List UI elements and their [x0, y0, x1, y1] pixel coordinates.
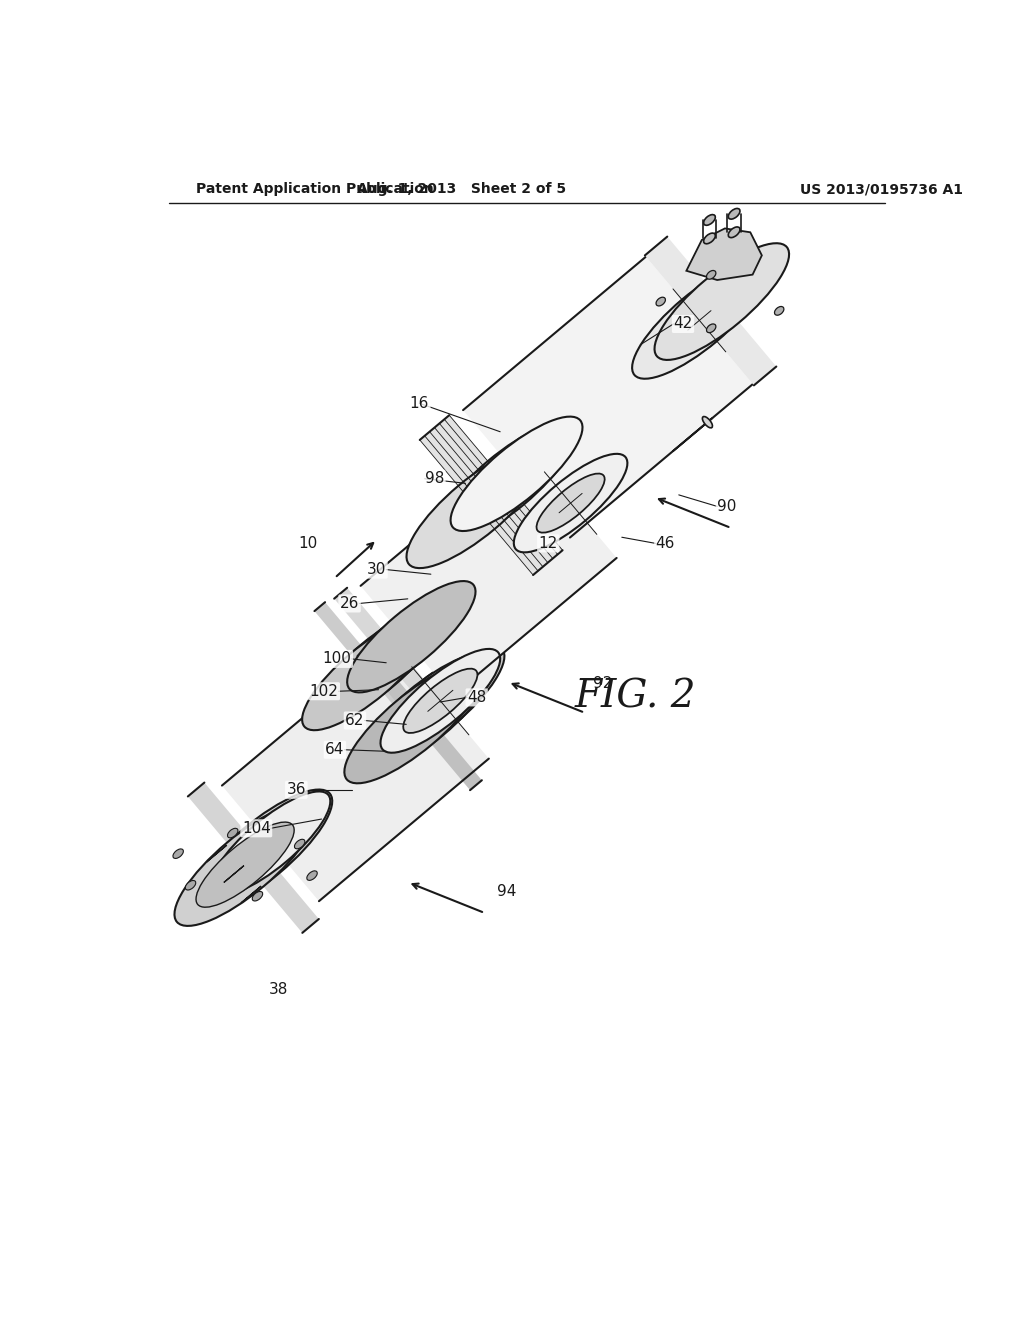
Ellipse shape: [774, 306, 784, 315]
Ellipse shape: [436, 422, 575, 544]
Ellipse shape: [728, 227, 740, 238]
Ellipse shape: [403, 669, 477, 733]
Ellipse shape: [634, 263, 765, 378]
Text: 26: 26: [340, 595, 359, 611]
Ellipse shape: [356, 653, 495, 774]
Ellipse shape: [381, 649, 500, 752]
Ellipse shape: [185, 880, 196, 890]
Text: 104: 104: [242, 821, 270, 836]
Text: Patent Application Publication: Patent Application Publication: [196, 182, 434, 197]
Ellipse shape: [335, 594, 460, 702]
Ellipse shape: [407, 447, 547, 568]
Text: 92: 92: [593, 676, 612, 692]
Ellipse shape: [707, 323, 716, 333]
Text: 42: 42: [674, 317, 692, 331]
Ellipse shape: [703, 234, 716, 244]
Ellipse shape: [654, 243, 790, 360]
Ellipse shape: [196, 822, 294, 907]
Ellipse shape: [656, 297, 666, 306]
Ellipse shape: [537, 474, 605, 533]
Polygon shape: [224, 866, 244, 883]
Text: 62: 62: [345, 713, 365, 729]
Text: 64: 64: [326, 742, 345, 758]
Ellipse shape: [252, 891, 263, 902]
Text: 94: 94: [497, 884, 516, 899]
Ellipse shape: [323, 605, 447, 713]
Text: FIG. 2: FIG. 2: [574, 678, 695, 715]
Polygon shape: [673, 417, 713, 451]
Polygon shape: [357, 645, 482, 791]
Ellipse shape: [344, 663, 483, 783]
Text: 98: 98: [425, 471, 444, 486]
Polygon shape: [187, 783, 318, 933]
Ellipse shape: [632, 263, 767, 379]
Polygon shape: [360, 449, 616, 696]
Text: 12: 12: [539, 536, 558, 550]
Text: 36: 36: [287, 783, 306, 797]
Ellipse shape: [371, 645, 505, 762]
Ellipse shape: [295, 840, 305, 849]
Text: 38: 38: [268, 982, 288, 998]
Text: US 2013/0195736 A1: US 2013/0195736 A1: [801, 182, 964, 197]
Ellipse shape: [394, 665, 480, 741]
Text: 16: 16: [410, 396, 429, 411]
Ellipse shape: [350, 591, 464, 690]
Text: 48: 48: [467, 690, 486, 705]
Ellipse shape: [348, 605, 447, 692]
Polygon shape: [222, 643, 488, 902]
Polygon shape: [463, 256, 753, 537]
Ellipse shape: [307, 871, 317, 880]
Text: Aug. 1, 2013   Sheet 2 of 5: Aug. 1, 2013 Sheet 2 of 5: [357, 182, 566, 197]
Ellipse shape: [312, 609, 442, 721]
Ellipse shape: [707, 271, 716, 280]
Polygon shape: [314, 602, 430, 737]
Ellipse shape: [211, 792, 331, 895]
Polygon shape: [686, 228, 762, 280]
Ellipse shape: [728, 209, 740, 219]
Ellipse shape: [703, 215, 716, 226]
Ellipse shape: [227, 829, 238, 838]
Ellipse shape: [702, 417, 713, 428]
Text: 30: 30: [367, 562, 386, 577]
Text: 100: 100: [323, 651, 351, 667]
Ellipse shape: [665, 290, 733, 350]
Polygon shape: [334, 587, 449, 719]
Text: 90: 90: [717, 499, 736, 513]
Text: 46: 46: [655, 536, 675, 550]
Polygon shape: [241, 886, 261, 903]
Ellipse shape: [451, 417, 583, 531]
Ellipse shape: [173, 849, 183, 858]
Ellipse shape: [302, 618, 432, 730]
Polygon shape: [645, 236, 776, 385]
Ellipse shape: [514, 454, 628, 552]
Ellipse shape: [174, 804, 315, 925]
Polygon shape: [207, 845, 226, 862]
Polygon shape: [420, 416, 562, 576]
Ellipse shape: [191, 789, 332, 912]
Ellipse shape: [347, 581, 475, 693]
Text: 102: 102: [309, 684, 339, 698]
Text: 10: 10: [298, 536, 317, 550]
